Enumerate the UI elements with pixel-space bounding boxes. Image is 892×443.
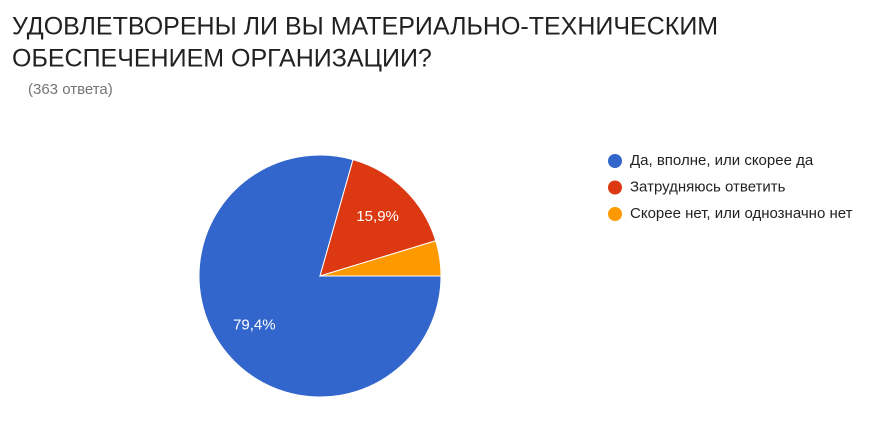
- chart-title-line: ОБЕСПЕЧЕНИЕМ ОРГАНИЗАЦИИ?: [12, 45, 432, 73]
- legend-label: Затрудняюсь ответить: [630, 178, 786, 195]
- slice-label: 79,4%: [233, 317, 276, 334]
- chart-title-line: УДОВЛЕТВОРЕНЫ ЛИ ВЫ МАТЕРИАЛЬНО-ТЕХНИЧЕС…: [12, 13, 718, 41]
- legend-marker: [608, 154, 622, 168]
- legend-marker: [608, 180, 622, 195]
- chart-subtitle: (363 ответа): [28, 81, 113, 98]
- legend-label: Да, вполне, или скорее да: [630, 152, 814, 169]
- legend-label: Скорее нет, или однозначно нет: [630, 205, 853, 222]
- pie-slice: [319, 240, 442, 277]
- pie-slice: [319, 158, 437, 277]
- legend-marker: [608, 207, 622, 221]
- slice-label: 15,9%: [356, 208, 399, 225]
